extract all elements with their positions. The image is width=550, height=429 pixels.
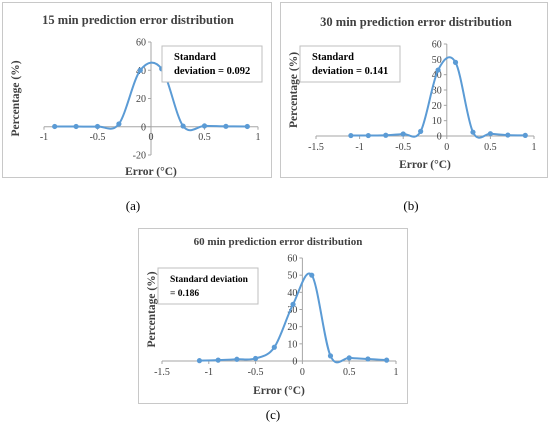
x-tick-label: -0.5 [248,367,264,378]
y-tick-label: 20 [287,322,297,333]
annotation-box [157,267,259,305]
x-tick-label: 1 [256,132,261,143]
y-tick-label: 50 [432,55,442,66]
y-tick-label: 10 [287,339,297,350]
annotation-text: deviation = 0.092 [174,66,250,77]
data-point [244,123,250,130]
annotation-box [161,45,263,83]
data-point [309,272,315,278]
data-point [365,356,371,362]
chart-panel-b: 30 min prediction error distribution 0 10 2… [280,2,548,178]
y-axis-title: Percentage (%) [146,271,158,347]
data-point [400,131,406,137]
data-point [290,301,296,307]
data-point [137,67,143,73]
x-axis-title: Error (°C) [399,159,451,171]
chart-frame [138,228,408,404]
data-point [522,132,528,138]
x-tick-label: -1 [40,132,48,143]
y-axis-title: Percentage (%) [288,52,300,128]
data-point [52,123,58,130]
chart-title: 60 min prediction error distribution [194,236,363,248]
chart-panel-c: 60 min prediction error distribution 0 10 2… [138,228,408,404]
annotation-box [299,45,401,83]
data-point [435,67,441,73]
data-point [201,123,208,129]
data-point [383,132,389,138]
subcaption-a: (a) [125,198,141,213]
y-axis-title: Percentage (%) [10,60,22,136]
y-tick-label: 20 [136,94,146,105]
x-tick-label: 0.5 [198,132,211,143]
data-point [196,358,203,364]
data-point [73,123,79,130]
x-tick-label: 0.5 [484,142,497,153]
data-point [418,128,424,134]
annotation-text: deviation = 0.141 [312,66,388,77]
y-tick-label: 20 [432,101,442,112]
data-point [271,344,277,350]
data-point [346,355,352,361]
y-tick-label: 60 [287,254,297,265]
x-axis-title: Error (°C) [125,166,177,178]
y-tick-label: 0 [292,357,297,368]
chart-svg-c: 60 min prediction error distribution0102… [138,228,408,404]
x-tick-label: -1.5 [308,142,324,153]
chart-frame [280,2,548,178]
chart-frame [2,2,272,178]
x-tick-label: -0.5 [395,142,411,153]
chart-title: 15 min prediction error distribution [42,13,234,27]
x-tick-label: -0.5 [90,132,106,143]
annotation-text: Standard deviation [170,275,249,285]
y-tick-label: 60 [432,40,442,51]
data-point [505,132,511,138]
data-point [384,357,390,363]
data-point [452,59,459,65]
x-tick-label: 0 [444,142,449,153]
data-point [215,357,221,363]
annotation-text: Standard [312,52,354,63]
x-tick-label: -1 [355,142,363,153]
y-tick-label: 50 [287,271,297,282]
data-point [253,355,259,362]
y-tick-label: 10 [432,116,442,127]
x-tick-label: 0 [300,367,305,378]
y-tick-label: 0 [437,132,442,143]
subcaption-c: (c) [265,407,281,422]
data-point [223,123,229,129]
y-tick-label: -20 [133,151,146,162]
data-point [234,356,240,362]
x-tick-label: -1.5 [154,367,170,378]
subcaption-b: (b) [403,198,419,213]
x-tick-label: 1 [532,142,537,153]
x-tick-label: 0.5 [343,367,356,378]
data-point [180,123,186,129]
chart-svg-b: 30 min prediction error distribution0102… [280,2,548,178]
x-tick-label: -1 [205,367,213,378]
chart-panel-a: 15 min prediction error distribution -20 0… [2,2,272,178]
annotation-text: Standard [174,52,216,63]
data-point [487,131,493,137]
x-tick-label: 0 [149,132,154,143]
annotation-text: = 0.186 [170,289,199,299]
x-tick-label: 1 [394,367,399,378]
data-point [327,353,334,359]
series-line [54,61,248,132]
y-tick-label: 30 [432,86,442,97]
data-point [470,129,476,135]
data-point [116,121,122,127]
x-axis-title: Error (°C) [253,385,305,397]
y-tick-label: 60 [136,38,146,49]
data-point [365,132,371,139]
y-tick-label: 30 [287,305,297,316]
chart-title: 30 min prediction error distribution [320,15,512,29]
y-tick-label: 40 [287,288,297,299]
data-point [94,123,101,130]
y-tick-label: 0 [141,122,146,133]
data-point [348,132,354,139]
chart-svg-a: 15 min prediction error distribution-200… [2,2,272,178]
